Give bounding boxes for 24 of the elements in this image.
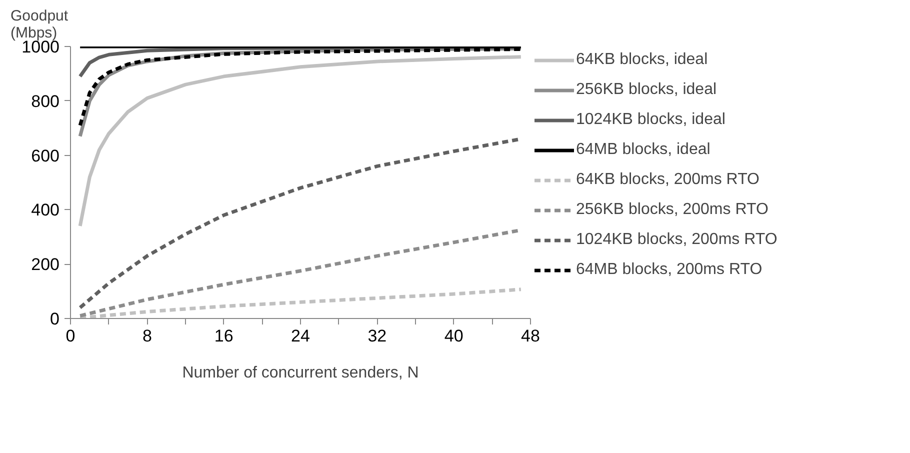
x-tick-label: 24 (291, 326, 310, 346)
legend-label: 1024KB blocks, 200ms RTO (576, 231, 778, 249)
line-series (78, 288, 523, 318)
legend-label: 256KB blocks, 200ms RTO (576, 201, 768, 219)
legend-label: 64KB blocks, ideal (576, 51, 708, 69)
x-tick-label: 16 (214, 326, 234, 346)
y-axis-title: Goodput (Mbps) (10, 8, 69, 42)
x-tick-label: 40 (444, 326, 464, 346)
x-tick-label: 48 (521, 326, 540, 346)
y-tick-label: 200 (31, 255, 60, 274)
x-tick-label: 0 (66, 326, 76, 346)
legend-label: 64MB blocks, 200ms RTO (576, 261, 762, 279)
legend-label: 256KB blocks, ideal (576, 81, 717, 99)
y-tick-label: 0 (50, 310, 60, 328)
y-tick-label: 400 (31, 200, 60, 220)
legend-label: 64MB blocks, ideal (576, 141, 710, 159)
legend-label: 64KB blocks, 200ms RTO (576, 171, 760, 189)
x-tick-label: 32 (368, 326, 387, 346)
line-series (78, 55, 523, 228)
legend-label: 1024KB blocks, ideal (576, 111, 726, 129)
x-axis-title: Number of concurrent senders, N (182, 364, 419, 382)
y-tick-label: 800 (31, 92, 60, 111)
x-tick-label: 8 (142, 326, 152, 346)
y-tick-label: 600 (31, 146, 60, 166)
